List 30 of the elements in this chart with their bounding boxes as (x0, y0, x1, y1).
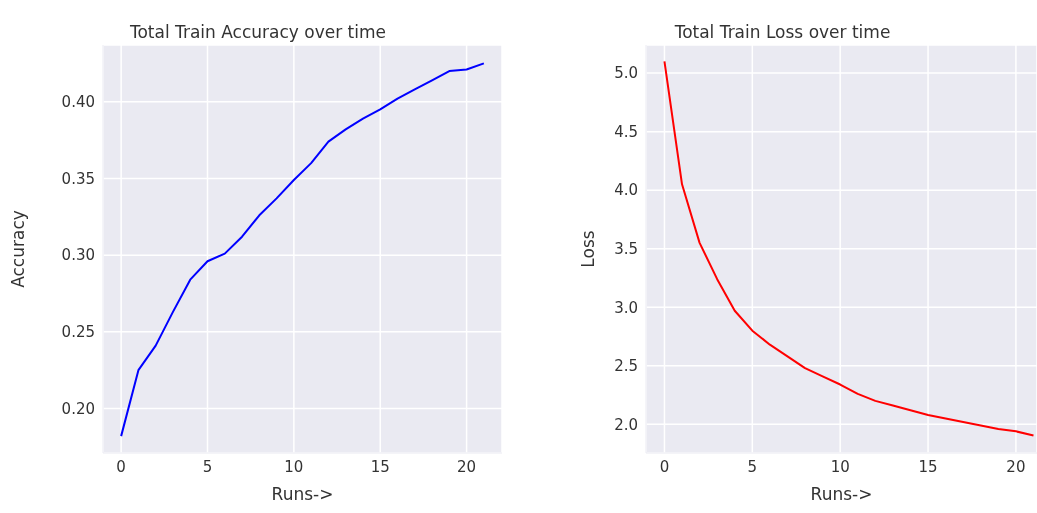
y-tick-label: 3.0 (614, 298, 638, 317)
y-tick-label: 2.0 (614, 415, 638, 434)
line-series (663, 60, 1035, 437)
y-tick-label: 3.5 (614, 240, 638, 259)
y-tick-label: 4.0 (614, 181, 638, 200)
x-tick-label: 0 (659, 457, 670, 476)
y-tick-label: 0.25 (61, 323, 95, 342)
y-axis-title: Loss (578, 230, 599, 268)
x-axis-title: Runs-> (271, 484, 334, 504)
x-tick-label: 15 (370, 457, 390, 476)
y-tick-label: 5.0 (614, 64, 638, 83)
x-tick-label: 15 (918, 457, 938, 476)
line-series (120, 62, 485, 438)
chart-title: Total Train Loss over time (673, 22, 892, 42)
y-tick-label: 0.35 (61, 169, 95, 188)
x-tick-label: 20 (1006, 457, 1026, 476)
x-tick-label: 20 (457, 457, 477, 476)
y-tick-label: 4.5 (614, 122, 638, 141)
x-tick-label: 0 (116, 457, 126, 476)
x-axis-title: Runs-> (810, 484, 873, 504)
chart-title: Total Train Accuracy over time (128, 22, 387, 42)
y-tick-label: 2.5 (614, 357, 638, 376)
y-axis-title: Accuracy (8, 210, 29, 288)
y-tick-label: 0.20 (61, 399, 95, 418)
y-tick-label: 0.40 (61, 93, 95, 112)
y-tick-label: 0.30 (61, 246, 95, 265)
x-tick-label: 5 (747, 457, 758, 476)
x-tick-label: 10 (830, 457, 850, 476)
x-tick-label: 5 (202, 457, 213, 476)
x-tick-label: 10 (284, 457, 304, 476)
